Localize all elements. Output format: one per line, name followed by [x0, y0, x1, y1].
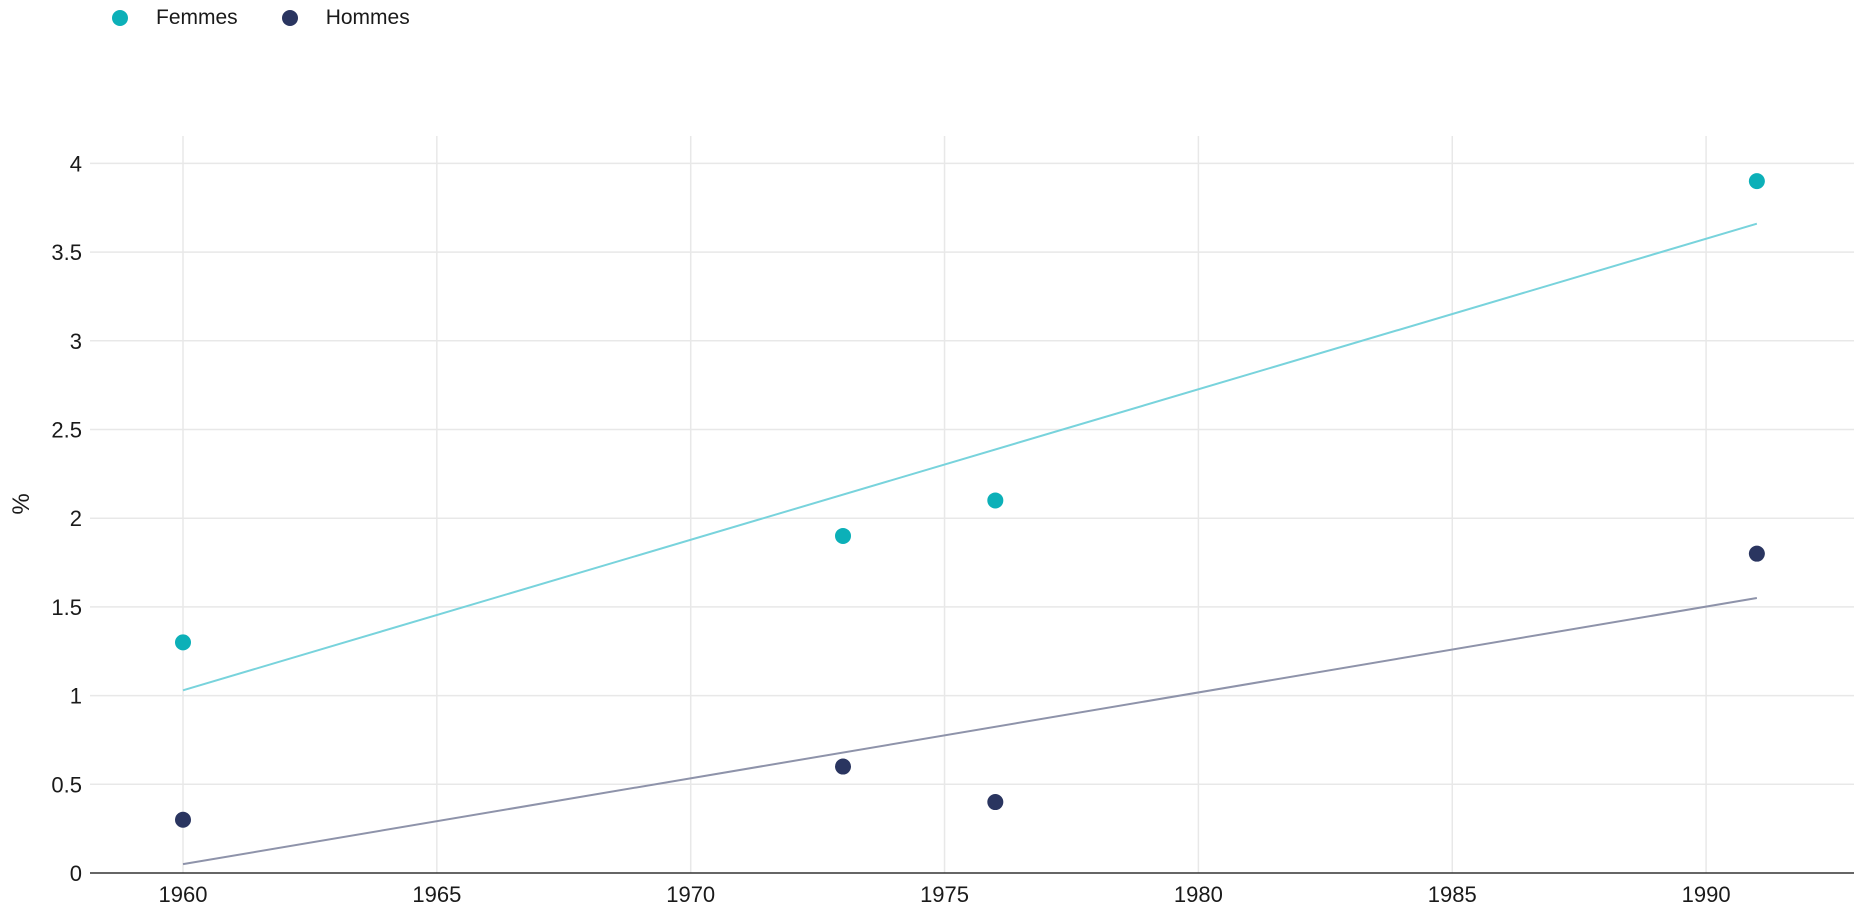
y-tick-label: 4	[70, 151, 82, 176]
y-tick-label: 1	[70, 684, 82, 709]
data-point-femmes	[987, 492, 1003, 508]
y-tick-label: 3	[70, 329, 82, 354]
axes: 0 0.5 1 1.5 2 2.5 3 3.5 4 1960 1965 1970 1975 1980 198…	[51, 151, 1854, 907]
data-point-hommes	[835, 759, 851, 775]
grid-lines	[90, 136, 1854, 873]
data-point-hommes	[175, 812, 191, 828]
data-point-femmes	[1749, 173, 1765, 189]
x-tick-label: 1985	[1428, 882, 1477, 907]
y-tick-label: 0.5	[51, 772, 82, 797]
x-tick-label: 1970	[666, 882, 715, 907]
y-tick-label: 2.5	[51, 418, 82, 443]
x-tick-label: 1965	[412, 882, 461, 907]
trend-line-femmes	[183, 224, 1757, 691]
trend-lines	[183, 224, 1757, 864]
data-point-hommes	[1749, 546, 1765, 562]
y-tick-label: 0	[70, 861, 82, 886]
x-tick-label: 1975	[920, 882, 969, 907]
y-axis-title: %	[8, 493, 35, 514]
x-tick-label: 1990	[1682, 882, 1731, 907]
x-tick-label: 1960	[159, 882, 208, 907]
data-points	[175, 173, 1765, 828]
data-point-femmes	[175, 634, 191, 650]
data-point-hommes	[987, 794, 1003, 810]
data-point-femmes	[835, 528, 851, 544]
y-tick-label: 1.5	[51, 595, 82, 620]
y-tick-label: 3.5	[51, 240, 82, 265]
x-tick-label: 1980	[1174, 882, 1223, 907]
y-tick-label: 2	[70, 506, 82, 531]
trend-line-hommes	[183, 598, 1757, 864]
